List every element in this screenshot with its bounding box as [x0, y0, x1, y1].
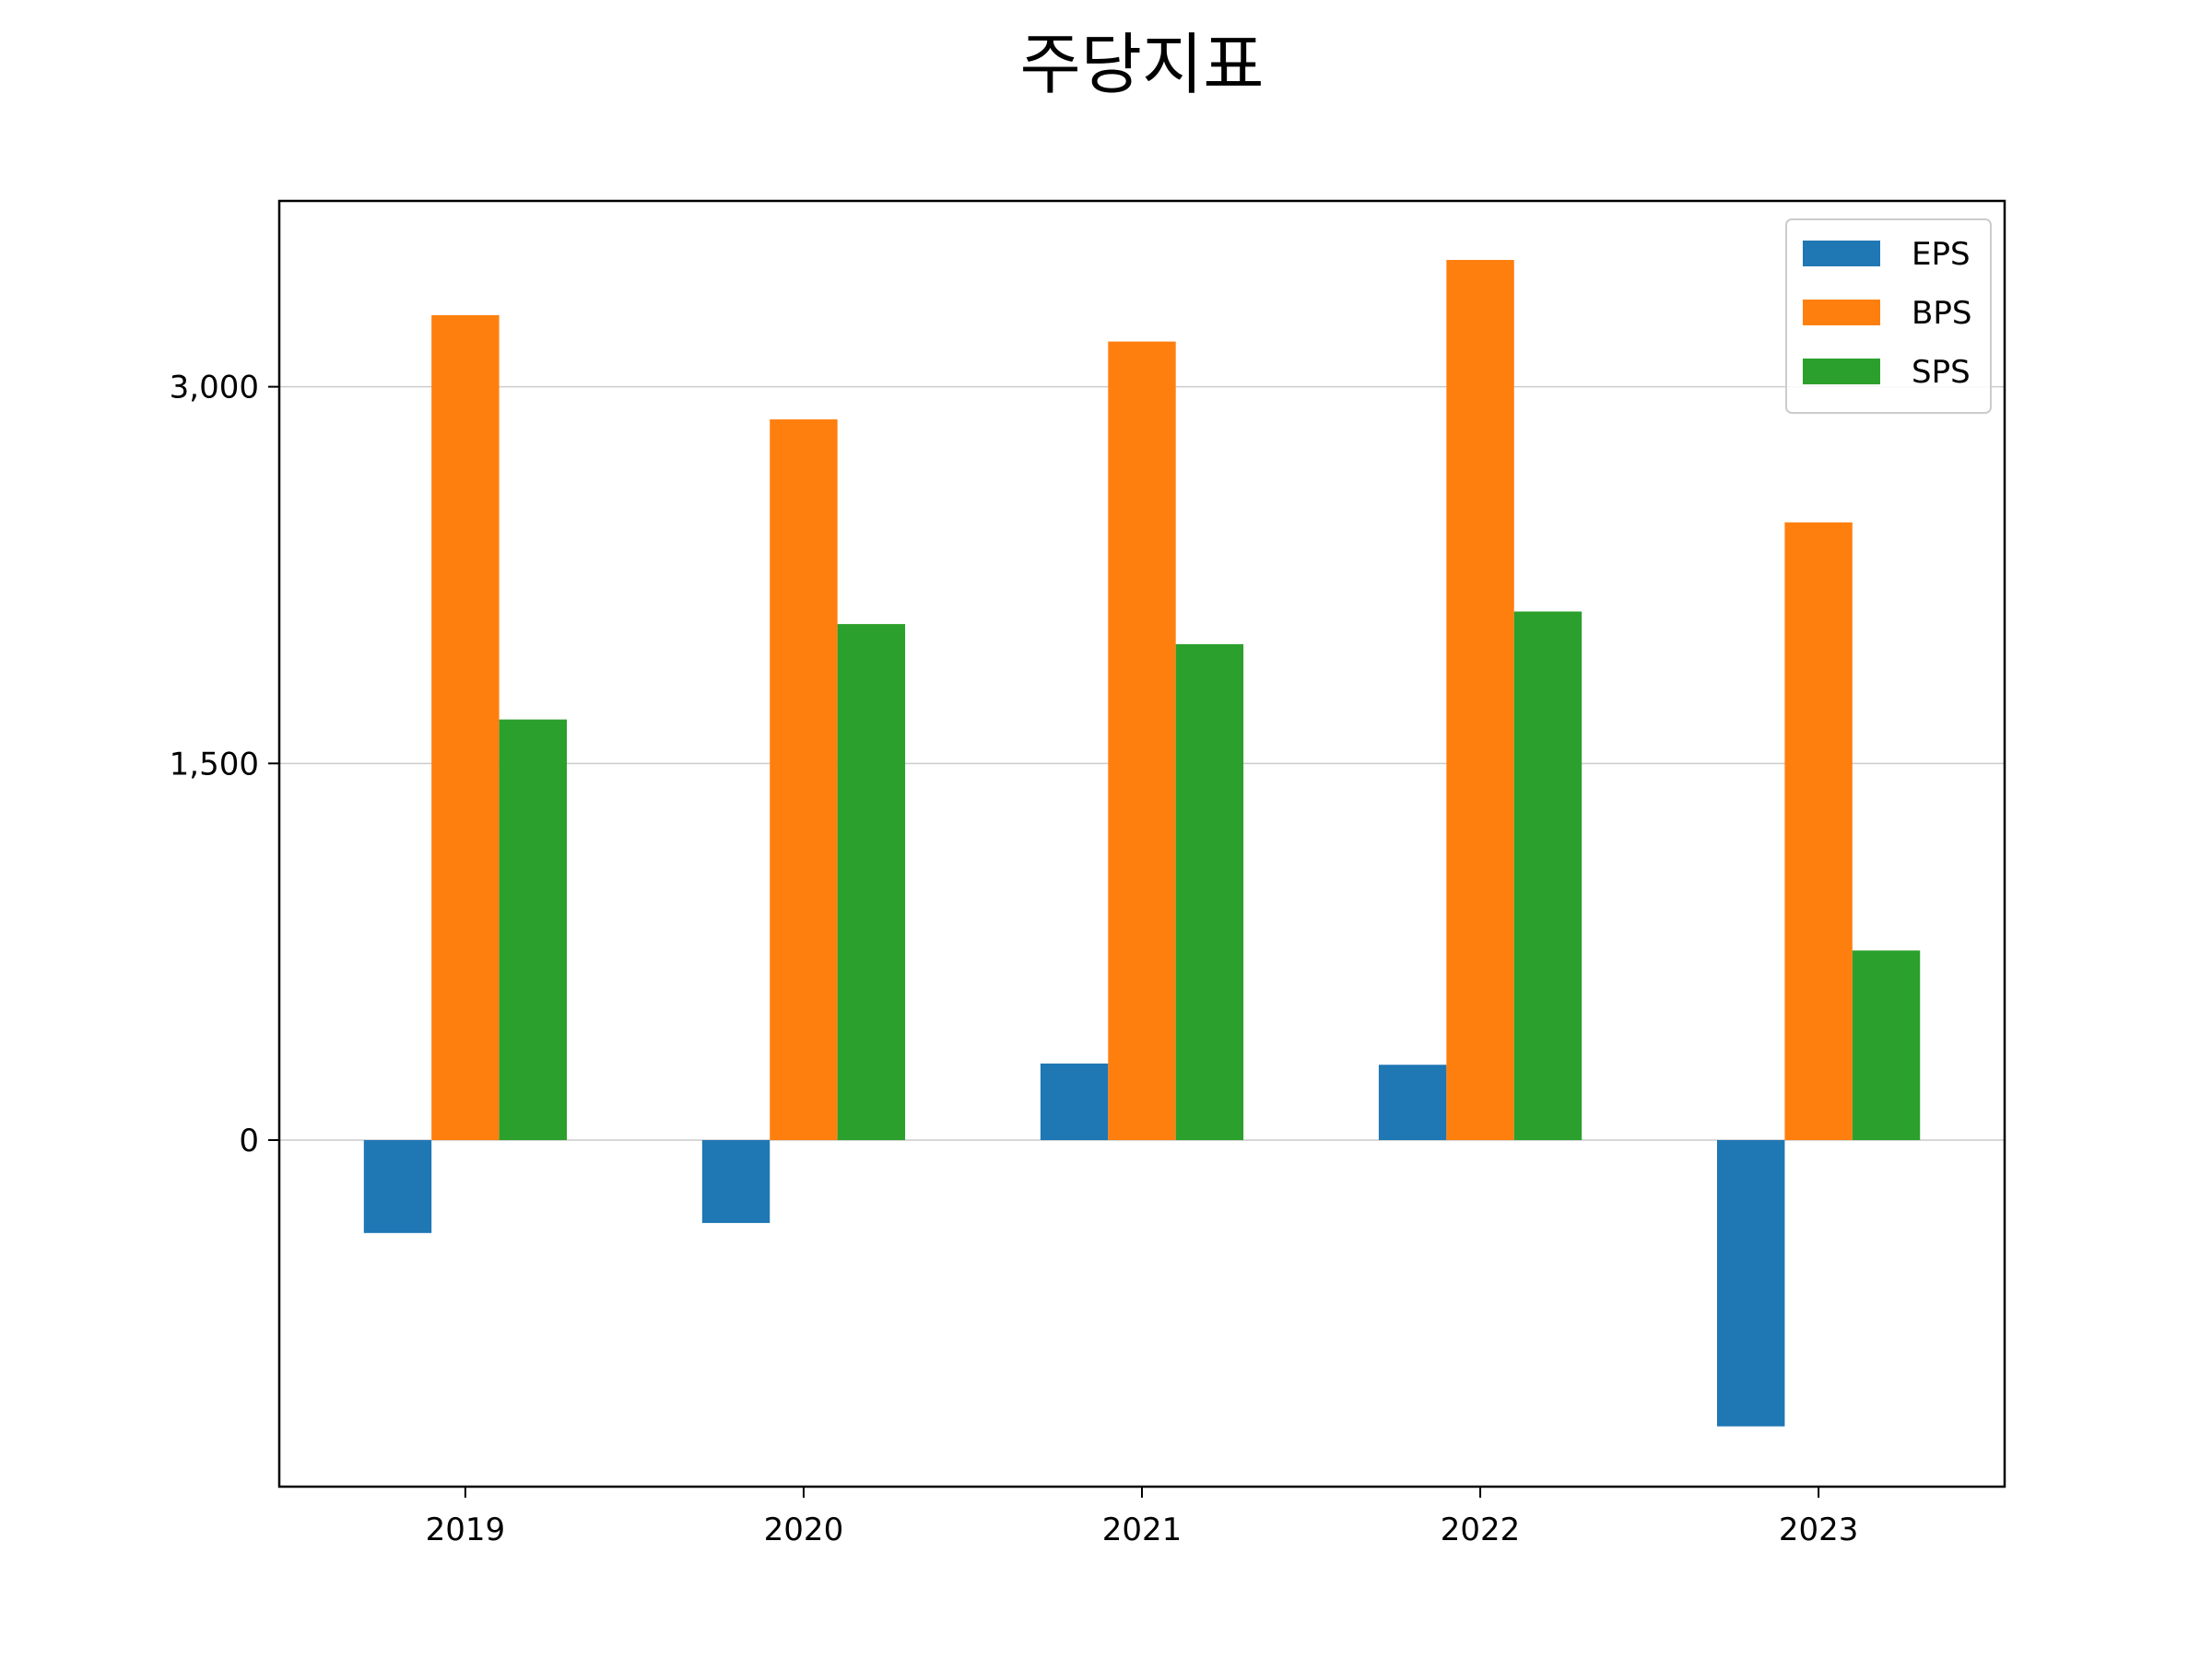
y-tick-label-0: 0 [239, 1123, 259, 1159]
x-tick-label-2023: 2023 [1779, 1512, 1859, 1548]
legend-swatch-sps [1803, 359, 1880, 384]
y-axis: 0 1,500 3,000 [170, 370, 279, 1159]
y-tick-label-1: 1,500 [170, 746, 259, 782]
bar-sps-2021 [1175, 643, 1244, 1141]
bar-eps-2022 [1378, 1065, 1447, 1141]
x-tick-label-2019: 2019 [426, 1512, 506, 1548]
bar-eps-2019 [363, 1140, 432, 1233]
x-tick-label-2021: 2021 [1102, 1512, 1182, 1548]
bar-bps-2019 [431, 314, 500, 1141]
bar-bps-2021 [1108, 341, 1176, 1141]
legend-swatch-bps [1803, 300, 1880, 325]
bar-eps-2023 [1717, 1140, 1785, 1427]
chart-title: 주당지표 [1020, 26, 1265, 103]
bar-eps-2021 [1040, 1063, 1109, 1141]
bar-bps-2023 [1784, 522, 1853, 1141]
x-tick-label-2022: 2022 [1441, 1512, 1521, 1548]
legend: EPS BPS SPS [1785, 218, 1992, 414]
bar-sps-2023 [1852, 950, 1921, 1141]
bar-bps-2020 [770, 419, 838, 1141]
legend-label-eps: EPS [1912, 236, 1971, 273]
bar-sps-2022 [1513, 611, 1583, 1141]
bar-eps-2020 [701, 1140, 771, 1223]
legend-label-bps: BPS [1912, 295, 1971, 332]
bar-bps-2022 [1446, 260, 1514, 1141]
y-tick-label-2: 3,000 [170, 370, 259, 406]
legend-label-sps: SPS [1912, 354, 1971, 391]
x-tick-label-2020: 2020 [764, 1512, 844, 1548]
bars [363, 260, 1921, 1427]
x-axis: 2019 2020 2021 2022 2023 [426, 1487, 1859, 1548]
bar-sps-2019 [499, 719, 567, 1141]
bar-sps-2020 [837, 624, 906, 1141]
legend-swatch-eps [1803, 241, 1880, 266]
